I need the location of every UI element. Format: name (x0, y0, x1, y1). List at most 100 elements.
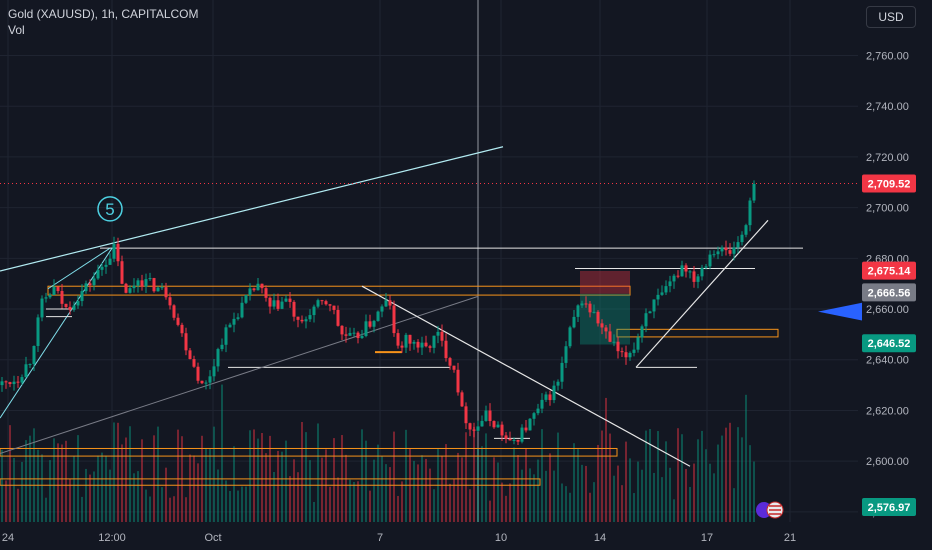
volume-bar (197, 463, 199, 522)
volume-bar (653, 472, 655, 522)
volume-bar (33, 428, 35, 522)
candle-body (128, 288, 132, 293)
x-tick-label: 21 (784, 532, 796, 544)
volume-bar (149, 496, 151, 522)
volume-bar (69, 478, 71, 522)
volume-bar (441, 455, 443, 522)
candle-body (640, 326, 644, 338)
falling-trendline (361, 285, 691, 467)
volume-bar (377, 444, 379, 522)
candle-body (700, 267, 704, 277)
x-tick-label: 24 (2, 532, 14, 544)
candle-body (680, 265, 684, 277)
candle-body (672, 275, 676, 282)
candle-body (600, 323, 604, 328)
volume-bar (457, 452, 459, 522)
candle-body (724, 247, 728, 251)
volume-bar (17, 488, 19, 522)
volume-bar (581, 464, 583, 522)
volume-bar (161, 487, 163, 522)
candle-body (496, 424, 500, 428)
candle-body (0, 381, 4, 386)
volume-bar (657, 431, 659, 522)
volume-bar (133, 473, 135, 522)
volume-bar (41, 454, 43, 522)
candle-body (60, 291, 64, 304)
volume-bar (137, 471, 139, 522)
currency-button[interactable]: USD (866, 6, 916, 28)
volume-bar (13, 457, 15, 522)
volume-bar (749, 445, 751, 522)
candle-body (392, 305, 396, 334)
candle-body (304, 319, 308, 322)
candle-body (592, 311, 596, 313)
volume-bar (589, 492, 591, 522)
volume-bar (693, 463, 695, 522)
candle-body (428, 346, 432, 348)
volume-bar (101, 452, 103, 522)
channel-trendline (0, 146, 504, 272)
candle-body (468, 423, 472, 430)
candle-body (716, 251, 720, 255)
candle-body (548, 394, 552, 401)
candle-body (500, 424, 504, 436)
candle-body (636, 337, 640, 350)
candle-body (332, 305, 336, 310)
candle-body (420, 342, 424, 348)
candle-body (48, 295, 52, 298)
volume-bar (381, 456, 383, 522)
x-tick-label: 12:00 (98, 532, 126, 544)
candle-body (364, 321, 368, 337)
volume-bar (225, 480, 227, 522)
candle-body (584, 303, 588, 305)
candle-body (388, 300, 392, 306)
candle-body (240, 302, 244, 318)
candle-body (148, 278, 152, 280)
candle-body (536, 408, 540, 414)
candle-body (308, 315, 312, 320)
demand-zone-box (616, 328, 779, 338)
volume-bar (57, 443, 59, 522)
volume-indicator-label: Vol (8, 23, 25, 37)
volume-bar (509, 483, 511, 522)
volume-bar (49, 460, 51, 522)
candle-body (340, 325, 344, 335)
volume-bar (485, 433, 487, 522)
candle-body (176, 317, 180, 325)
volume-bar (249, 430, 251, 522)
volume-bar (169, 497, 171, 522)
volume-bar (65, 440, 67, 522)
volume-bar (493, 457, 495, 522)
candle-body (692, 271, 696, 282)
candle-body (288, 298, 292, 302)
volume-bar (289, 476, 291, 522)
volume-bar (337, 477, 339, 522)
chart-legend: Gold (XAUUSD), 1h, CAPITALCOM Vol (8, 6, 199, 38)
volume-bar (637, 461, 639, 522)
candle-body (608, 331, 612, 342)
candles (0, 180, 756, 446)
candle-body (284, 298, 288, 302)
price-label-bg (862, 261, 916, 280)
candle-body (120, 261, 124, 284)
volume-bar (625, 441, 627, 522)
take-profit-zone (580, 293, 630, 345)
volume-bar (97, 455, 99, 522)
volume-bar (113, 422, 115, 522)
volume-bar (677, 428, 679, 522)
y-tick-label: 2,620.00 (866, 405, 909, 417)
volume-bar (361, 429, 363, 522)
volume-bar (193, 455, 195, 522)
candle-body (576, 305, 580, 317)
candle-body (80, 291, 84, 302)
volume-bar (709, 463, 711, 522)
candle-body (612, 341, 616, 343)
volume-bar (573, 443, 575, 522)
candle-body (624, 352, 628, 358)
wave-trendline (0, 247, 113, 419)
candle-body (648, 311, 652, 314)
candle-body (708, 254, 712, 267)
candle-body (568, 327, 572, 347)
volume-bar (285, 440, 287, 522)
